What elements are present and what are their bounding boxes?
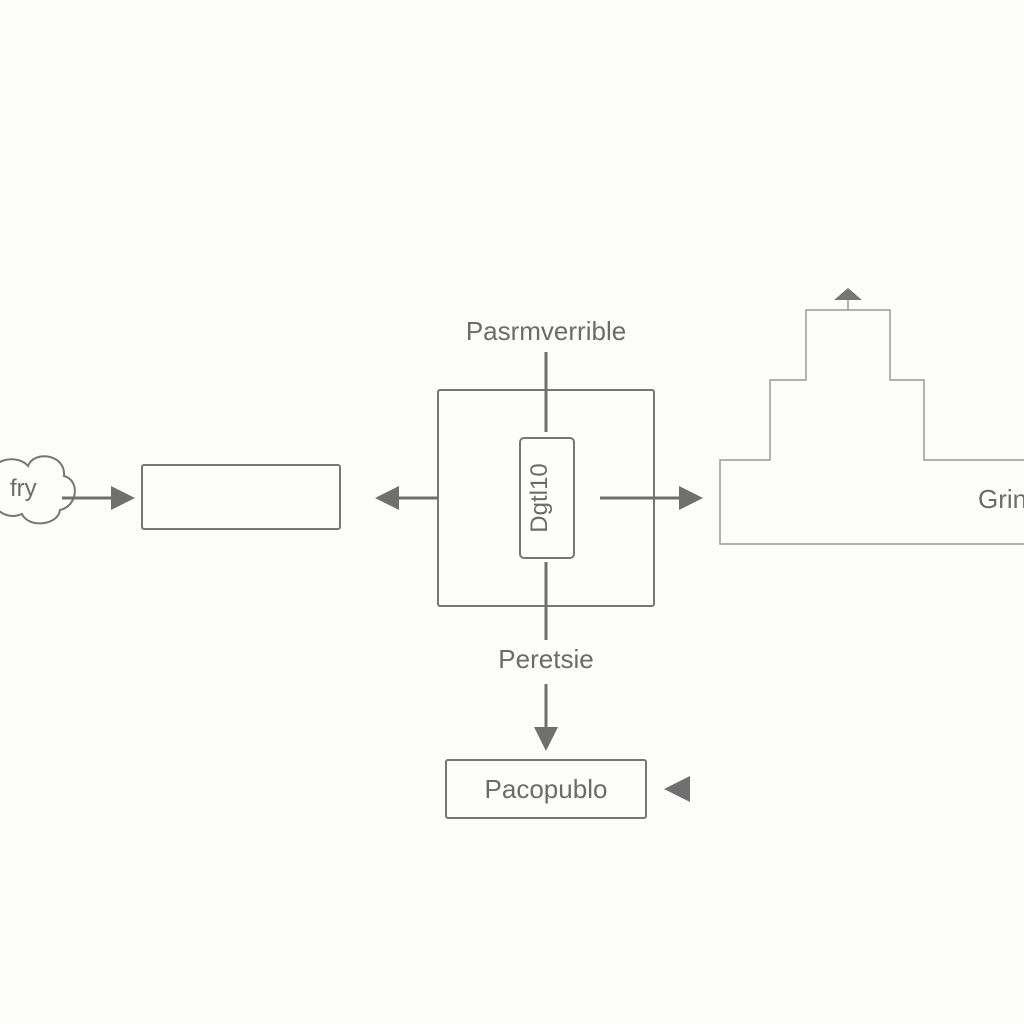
tower-label: Grind bbox=[978, 484, 1024, 514]
center-inner-label: Dgtl10 bbox=[526, 463, 553, 532]
cloud-label: fry bbox=[10, 475, 37, 502]
triangle-left-icon bbox=[664, 776, 690, 802]
cloud-node: fry bbox=[0, 456, 75, 523]
rect-left bbox=[142, 465, 340, 529]
diagram-canvas: fry Pasrmverrible Dgtl10 Peretsie Pacopu… bbox=[0, 0, 1024, 1024]
tower-cap-icon bbox=[834, 288, 862, 300]
bottom-box-label: Pacopublo bbox=[485, 774, 608, 804]
center-bottom-label: Peretsie bbox=[498, 644, 593, 674]
center-top-label: Pasrmverrible bbox=[466, 316, 626, 346]
